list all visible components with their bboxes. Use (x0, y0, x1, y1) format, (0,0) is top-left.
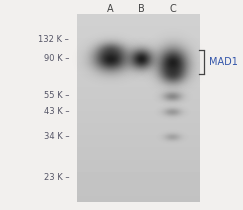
Text: 55 K –: 55 K – (44, 91, 69, 100)
Text: 34 K –: 34 K – (44, 132, 69, 140)
Text: 90 K –: 90 K – (44, 54, 69, 63)
Text: 43 K –: 43 K – (44, 107, 69, 116)
Text: A: A (107, 4, 114, 14)
Text: B: B (138, 4, 145, 14)
Text: 132 K –: 132 K – (38, 35, 69, 44)
Text: 23 K –: 23 K – (44, 173, 69, 182)
Text: MAD1: MAD1 (209, 57, 238, 67)
Text: C: C (169, 4, 176, 14)
